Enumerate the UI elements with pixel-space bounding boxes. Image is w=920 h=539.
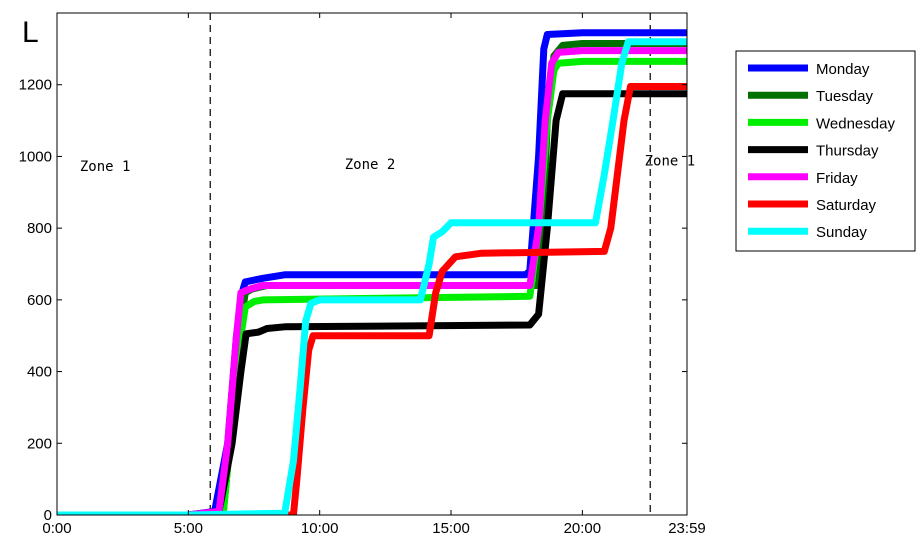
y-axis-label: L bbox=[22, 16, 39, 49]
legend-label-saturday: Saturday bbox=[816, 197, 877, 214]
series-line-monday bbox=[57, 29, 687, 515]
y-tick-label: 200 bbox=[27, 435, 52, 452]
legend-label-friday: Friday bbox=[816, 170, 858, 187]
legend-label-monday: Monday bbox=[816, 61, 870, 78]
y-tick-label: 1000 bbox=[19, 148, 52, 165]
axes-layer: 0 200 400 600 800 1000 1200 0:00 5:00 10:00 15:00 2… bbox=[19, 13, 706, 537]
zone-label: Zone 1 bbox=[80, 159, 131, 175]
series-line-friday bbox=[57, 47, 687, 515]
legend-label-thursday: Thursday bbox=[816, 143, 879, 160]
x-tick-label: 20:00 bbox=[564, 520, 602, 537]
zone-label: Zone 1 bbox=[645, 153, 696, 169]
x-tick-label: 15:00 bbox=[432, 520, 470, 537]
series-layer bbox=[57, 29, 687, 515]
y-tick-label: 600 bbox=[27, 292, 52, 309]
x-tick-label: 0:00 bbox=[42, 520, 71, 537]
series-line-saturday bbox=[57, 83, 687, 515]
series-line-tuesday bbox=[57, 40, 687, 515]
plot-frame bbox=[56, 12, 688, 516]
series-line-sunday bbox=[57, 38, 687, 515]
legend-label-sunday: Sunday bbox=[816, 224, 867, 241]
y-tick-label: 0 bbox=[44, 507, 52, 524]
x-tick-label: 10:00 bbox=[301, 520, 339, 537]
y-tick-label: 400 bbox=[27, 364, 52, 381]
zone-layer: Zone 1 Zone 2 Zone 1 bbox=[80, 13, 695, 515]
x-tick-label: 23:59 bbox=[668, 520, 706, 537]
legend-label-wednesday: Wednesday bbox=[816, 115, 895, 132]
zone-label: Zone 2 bbox=[345, 157, 396, 173]
y-tick-label: 800 bbox=[27, 220, 52, 237]
legend-label-tuesday: Tuesday bbox=[816, 88, 873, 105]
y-tick-label: 1200 bbox=[19, 77, 52, 94]
x-tick-label: 5:00 bbox=[174, 520, 203, 537]
legend: Monday Tuesday Wednesday Thursday Friday Satu… bbox=[735, 50, 916, 252]
